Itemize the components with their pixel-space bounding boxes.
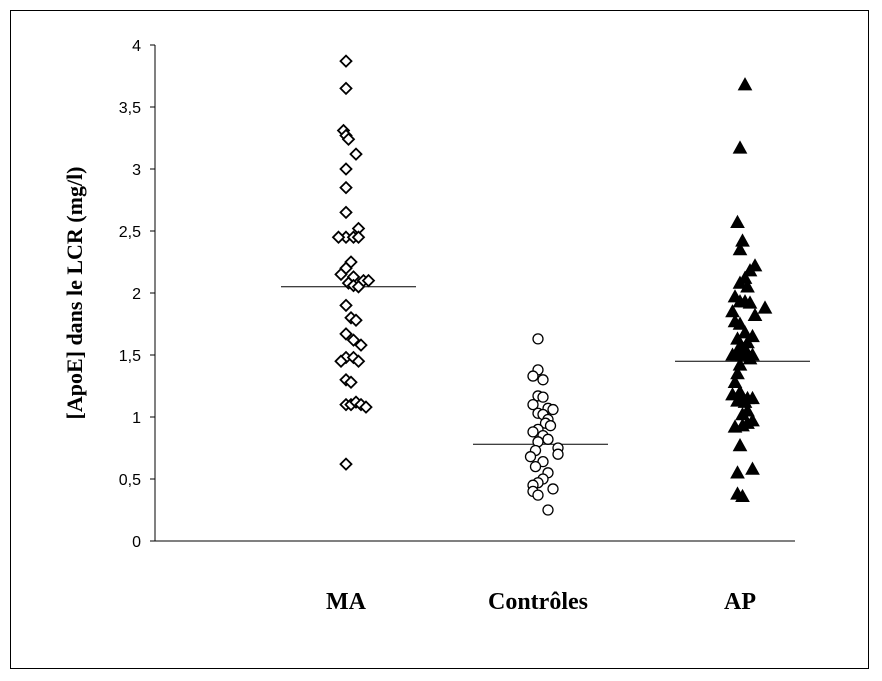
- y-axis-title: [ApoE] dans le LCR (mg/l): [62, 166, 87, 419]
- data-point-circle: [527, 370, 539, 382]
- data-point-triangle: [737, 77, 753, 91]
- data-point-triangle: [730, 465, 745, 479]
- data-point-diamond: [339, 457, 353, 471]
- data-point-diamond: [349, 147, 363, 161]
- data-point-circle: [544, 420, 557, 432]
- data-point-triangle: [732, 140, 748, 154]
- data-point-triangle: [732, 316, 748, 330]
- data-point-circle: [547, 403, 559, 416]
- data-point-circle: [532, 489, 544, 501]
- data-point-diamond: [361, 273, 376, 288]
- data-point-triangle: [742, 295, 758, 309]
- data-point-circle: [552, 448, 564, 460]
- chart-frame: [10, 10, 869, 669]
- data-point-triangle: [730, 214, 745, 229]
- data-point-circle: [537, 391, 549, 403]
- data-point-triangle: [732, 357, 748, 371]
- data-point-circle: [532, 333, 544, 345]
- data-point-diamond: [339, 205, 353, 220]
- data-point-triangle: [730, 366, 745, 380]
- y-tick-label: 0: [132, 534, 141, 551]
- data-point-diamond: [331, 230, 346, 244]
- y-tick-label: 4: [132, 38, 141, 55]
- data-point-triangle: [732, 437, 748, 452]
- y-tick-label: 1: [132, 410, 141, 427]
- data-point-diamond: [339, 54, 353, 68]
- data-point-triangle: [732, 242, 748, 256]
- data-point-triangle: [737, 325, 753, 339]
- data-point-circle: [524, 451, 537, 463]
- data-point-circle: [537, 374, 549, 386]
- data-point-triangle: [745, 390, 760, 405]
- data-point-diamond: [351, 354, 366, 368]
- category-label: MA: [326, 589, 367, 615]
- data-point-diamond: [354, 338, 368, 352]
- data-point-circle: [527, 398, 539, 411]
- data-point-triangle: [740, 279, 755, 293]
- data-point-diamond: [339, 162, 353, 176]
- data-point-diamond: [339, 81, 353, 96]
- data-point-triangle: [725, 304, 740, 318]
- data-point-triangle: [735, 233, 750, 247]
- data-point-triangle: [757, 300, 773, 314]
- data-point-circle: [527, 426, 539, 438]
- data-point-triangle: [727, 419, 743, 433]
- data-point-triangle: [732, 275, 748, 289]
- data-point-circle: [529, 460, 542, 473]
- data-point-diamond: [359, 400, 373, 414]
- data-point-triangle: [727, 374, 743, 388]
- data-point-triangle: [737, 394, 753, 408]
- y-tick-label: 2: [132, 286, 141, 303]
- data-point-diamond: [339, 327, 353, 341]
- data-point-triangle: [742, 351, 758, 365]
- y-tick-label: 3,5: [119, 100, 141, 117]
- data-point-diamond: [334, 267, 348, 282]
- data-point-diamond: [339, 180, 353, 195]
- data-point-triangle: [735, 488, 750, 503]
- data-point-diamond: [334, 354, 348, 368]
- y-tick-label: 0,5: [119, 472, 141, 489]
- data-point-triangle: [742, 263, 758, 277]
- data-point-triangle: [747, 307, 763, 322]
- y-tick-label: 3: [132, 162, 141, 179]
- data-point-diamond: [346, 333, 361, 347]
- y-tick-label: 2,5: [119, 224, 141, 241]
- data-point-diamond: [339, 298, 353, 313]
- data-point-circle: [542, 504, 554, 516]
- y-tick-label: 1,5: [119, 348, 141, 365]
- data-point-diamond: [344, 375, 358, 390]
- category-label: AP: [724, 589, 756, 615]
- data-point-diamond: [349, 313, 363, 328]
- data-point-triangle: [745, 461, 760, 475]
- data-point-diamond: [351, 280, 366, 294]
- category-label: Contrôles: [488, 589, 588, 615]
- data-point-circle: [542, 433, 554, 445]
- data-point-diamond: [351, 230, 366, 244]
- data-point-diamond: [341, 132, 356, 147]
- data-point-circle: [547, 483, 559, 495]
